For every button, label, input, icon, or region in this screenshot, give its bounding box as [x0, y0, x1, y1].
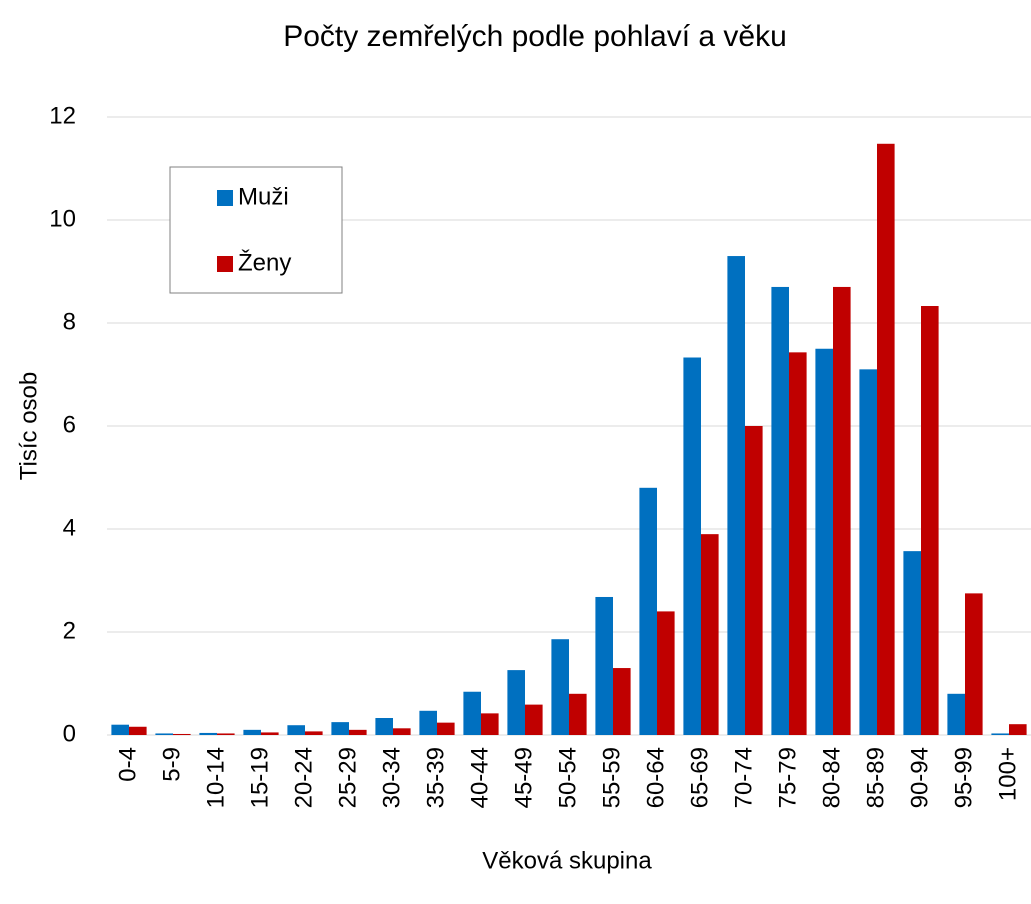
x-tick-label: 90-94 [906, 747, 933, 808]
bar [815, 348, 833, 735]
bar [111, 724, 129, 735]
x-tick-label: 10-14 [202, 747, 229, 808]
legend-label: Muži [238, 183, 289, 210]
x-tick-label: 35-39 [422, 747, 449, 808]
bar [921, 306, 939, 735]
bar [173, 733, 191, 735]
bar [745, 426, 763, 735]
x-tick-label: 60-64 [642, 747, 669, 808]
bar [859, 369, 877, 735]
bar [551, 639, 569, 735]
y-tick-label: 4 [63, 514, 76, 541]
bar [525, 704, 543, 735]
bar [595, 596, 613, 735]
bar [349, 729, 367, 735]
bar [305, 731, 323, 735]
x-tick-label: 15-19 [246, 747, 273, 808]
bar [701, 534, 719, 735]
bar [613, 668, 631, 735]
chart-title: Počty zemřelých podle pohlaví a věku [283, 20, 787, 53]
bar [217, 733, 235, 735]
y-tick-label: 6 [63, 411, 76, 438]
bar [155, 733, 173, 735]
x-tick-label: 75-79 [774, 747, 801, 808]
bar [903, 551, 921, 735]
x-tick-label: 40-44 [466, 747, 493, 808]
bar [569, 693, 587, 735]
bar [727, 256, 745, 735]
x-tick-label: 45-49 [510, 747, 537, 808]
x-tick-label: 0-4 [114, 747, 141, 782]
x-tick-label: 65-69 [686, 747, 713, 808]
y-tick-label: 0 [63, 720, 76, 747]
bar [507, 670, 525, 735]
bar [771, 286, 789, 735]
bar [129, 726, 147, 735]
legend-box [169, 166, 343, 294]
x-tick-label: 95-99 [950, 747, 977, 808]
x-tick-label: 55-59 [598, 747, 625, 808]
bar [393, 728, 411, 735]
x-tick-label: 70-74 [730, 747, 757, 808]
bar [639, 487, 657, 735]
bar [199, 732, 217, 735]
bar [991, 733, 1009, 735]
bar [419, 710, 437, 735]
bar [463, 691, 481, 735]
bar [833, 286, 851, 735]
bar [1009, 724, 1027, 735]
x-tick-label: 100+ [994, 747, 1021, 801]
bar [965, 593, 983, 735]
x-tick-label: 80-84 [818, 747, 845, 808]
bar [261, 732, 279, 735]
bar [947, 693, 965, 735]
y-tick-label: 10 [49, 205, 76, 232]
bar [481, 713, 499, 735]
bar [243, 729, 261, 735]
bar [437, 722, 455, 735]
legend: Muži Ženy [169, 166, 343, 294]
bar [657, 611, 675, 735]
x-tick-label: 20-24 [290, 747, 317, 808]
x-axis-title: Věková skupina [482, 847, 652, 874]
y-tick-label: 2 [63, 617, 76, 644]
x-tick-label: 25-29 [334, 747, 361, 808]
legend-swatch [217, 256, 233, 272]
bar [683, 357, 701, 735]
x-tick-label: 50-54 [554, 747, 581, 808]
legend-label: Ženy [238, 249, 291, 276]
y-axis-title: Tisíc osob [15, 372, 42, 480]
x-tick-label: 85-89 [862, 747, 889, 808]
y-tick-label: 12 [49, 102, 76, 129]
legend-swatch [217, 190, 233, 206]
bar [789, 352, 807, 735]
y-tick-label: 8 [63, 308, 76, 335]
bar [375, 718, 393, 735]
bar [287, 725, 305, 735]
x-tick-label: 30-34 [378, 747, 405, 808]
bar [331, 722, 349, 735]
x-tick-label: 5-9 [158, 747, 185, 782]
bar [877, 143, 895, 735]
